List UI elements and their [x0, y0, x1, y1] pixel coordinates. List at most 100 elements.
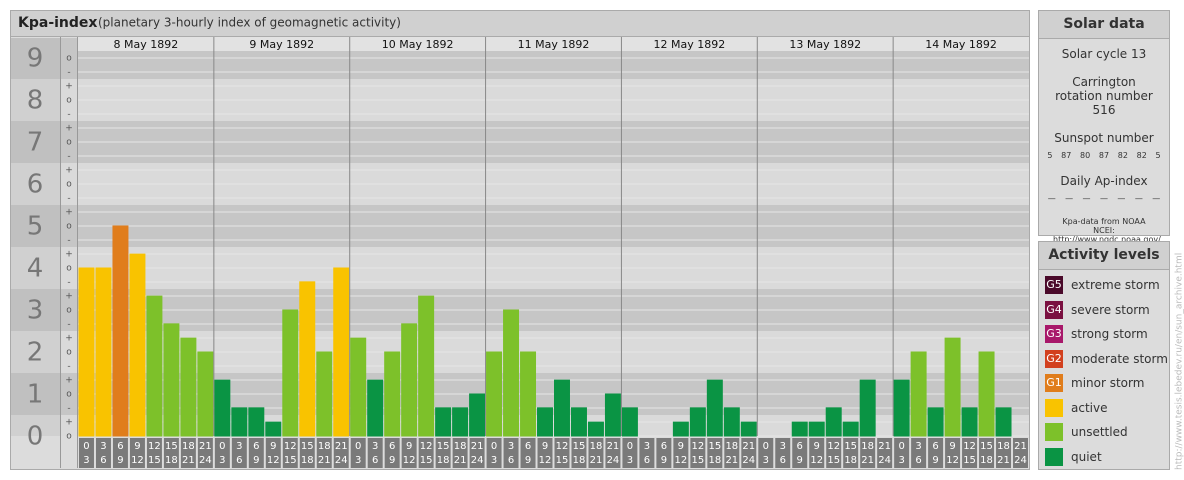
hour-label: 18 [997, 441, 1010, 452]
hour-label: 3 [915, 441, 921, 452]
hour-box [282, 438, 298, 468]
sub-label: - [67, 320, 70, 330]
hour-label: 12 [810, 455, 823, 466]
hour-box [809, 438, 825, 468]
kp-bar [469, 393, 486, 437]
hour-box [843, 438, 859, 468]
hour-box [231, 438, 247, 468]
hour-label: 18 [725, 441, 738, 452]
day-label: 12 May 1892 [653, 38, 725, 51]
levels-title: Activity levels [1039, 242, 1169, 270]
level-label-bg [11, 247, 60, 289]
level-swatch [1045, 423, 1063, 442]
hour-box [571, 438, 587, 468]
hour-box [214, 438, 230, 468]
hour-label: 0 [219, 441, 225, 452]
hour-box [673, 438, 689, 468]
hour-label: 18 [454, 441, 467, 452]
hour-label: 12 [691, 441, 704, 452]
sub-label: o [66, 222, 72, 232]
hour-box [265, 438, 281, 468]
hour-box [486, 438, 502, 468]
level-item: G2 moderate storm [1039, 347, 1169, 372]
sub-label: + [65, 292, 73, 302]
sub-label: - [67, 68, 70, 78]
hour-label: 6 [508, 455, 514, 466]
sunspot-list: 5 87 80 87 82 82 5 [1039, 151, 1169, 160]
hour-label: 15 [844, 441, 857, 452]
kp-bar [163, 323, 180, 437]
hour-box [333, 438, 349, 468]
level-swatch [1045, 447, 1063, 466]
level-label: strong storm [1071, 327, 1148, 342]
y-tick-label: 1 [27, 380, 44, 410]
day-header-bg [78, 37, 1029, 51]
ap-list: — — — — — — — [1039, 194, 1169, 203]
level-label-bg [11, 205, 60, 247]
level-label: quiet [1071, 449, 1102, 464]
level-item: unsettled [1039, 420, 1169, 445]
hour-label: 15 [301, 441, 314, 452]
hour-label: 3 [898, 455, 904, 466]
sub-label: - [67, 110, 70, 120]
hour-box [928, 438, 944, 468]
hour-label: 6 [253, 441, 259, 452]
hour-label: 9 [797, 455, 803, 466]
hour-label: 12 [267, 455, 280, 466]
hour-box [452, 438, 468, 468]
hour-box [146, 438, 162, 468]
level-swatch: G1 [1045, 374, 1063, 393]
hour-label: 0 [763, 441, 769, 452]
hour-label: 24 [1014, 455, 1027, 466]
hour-label: 12 [674, 455, 687, 466]
sunspot-value: 87 [1061, 151, 1072, 160]
hour-label: 12 [148, 441, 161, 452]
kp-bar [435, 407, 452, 437]
y-tick-label: 6 [27, 170, 44, 200]
y-tick-label: 7 [27, 128, 44, 158]
kp-bar [587, 421, 604, 437]
level-label-bg [11, 415, 60, 436]
kp-bar [995, 407, 1012, 437]
hour-box [792, 438, 808, 468]
hour-box [911, 438, 927, 468]
hour-label: 21 [335, 441, 348, 452]
sub-label: + [65, 334, 73, 344]
kp-bar [248, 407, 265, 437]
kp-bar [95, 267, 112, 437]
hour-label: 0 [83, 441, 89, 452]
level-label: unsettled [1071, 425, 1128, 440]
hour-box [520, 438, 536, 468]
kp-bar [282, 309, 299, 437]
kp-bar [859, 379, 876, 437]
hour-box [605, 438, 621, 468]
watermark: http://www.tesis.lebedev.ru/en/sun_archi… [1175, 253, 1184, 470]
kp-bar [554, 379, 570, 437]
hour-box [180, 438, 196, 468]
day-label: 14 May 1892 [925, 38, 997, 51]
hour-label: 18 [708, 455, 721, 466]
hour-label: 9 [949, 441, 955, 452]
kp-bar [146, 295, 163, 437]
y-tick-label: 8 [27, 86, 44, 116]
hour-label: 15 [437, 441, 450, 452]
hour-label: 18 [844, 455, 857, 466]
hour-label: 3 [780, 441, 786, 452]
hour-label: 21 [471, 441, 484, 452]
hour-label: 6 [372, 455, 378, 466]
hour-label: 6 [100, 455, 106, 466]
kp-bar [825, 407, 842, 437]
kp-bar [231, 407, 248, 437]
sub-label: - [67, 404, 70, 414]
ap-value: — [1152, 194, 1161, 203]
hour-box [741, 438, 757, 468]
level-item: G5 extreme storm [1039, 273, 1169, 298]
hour-label: 9 [389, 455, 395, 466]
hour-label: 21 [725, 455, 738, 466]
level-label: extreme storm [1071, 278, 1160, 293]
y-tick-label: 2 [27, 338, 44, 368]
hour-label: 18 [590, 441, 603, 452]
hour-box [469, 438, 485, 468]
kp-bar [197, 351, 214, 437]
sunspot-value: 82 [1136, 151, 1147, 160]
